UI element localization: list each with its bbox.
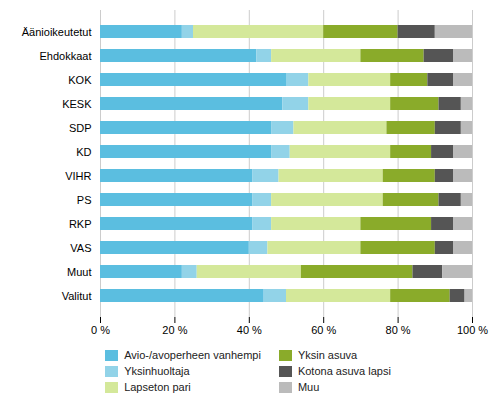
svg-text:100 %: 100 % bbox=[457, 324, 488, 336]
svg-text:KOK: KOK bbox=[68, 74, 92, 86]
svg-text:40 %: 40 % bbox=[237, 324, 262, 336]
svg-text:VIHR: VIHR bbox=[65, 170, 91, 182]
svg-text:Äänioikeutetut: Äänioikeutetut bbox=[22, 26, 92, 38]
svg-text:KD: KD bbox=[76, 146, 91, 158]
svg-text:PS: PS bbox=[77, 194, 92, 206]
html-text:Kotona asuva lapsi: Kotona asuva lapsi bbox=[297, 365, 391, 377]
svg-text:Valitut: Valitut bbox=[62, 290, 92, 302]
svg-text:RKP: RKP bbox=[69, 218, 92, 230]
svg-text:0 %: 0 % bbox=[91, 324, 110, 336]
svg-text:Muut: Muut bbox=[67, 266, 91, 278]
svg-text:Ehdokkaat: Ehdokkaat bbox=[40, 50, 92, 62]
svg-text:20 %: 20 % bbox=[162, 324, 187, 336]
html-text:Avio-/avoperheen vanhempi: Avio-/avoperheen vanhempi bbox=[124, 349, 261, 361]
html-text:Muu: Muu bbox=[297, 381, 320, 393]
svg-text:KESK: KESK bbox=[62, 98, 92, 110]
html-text:Yksin asuva: Yksin asuva bbox=[297, 349, 358, 361]
html-text:Lapseton pari: Lapseton pari bbox=[124, 381, 191, 393]
svg-text:60 %: 60 % bbox=[311, 324, 336, 336]
html-text:Yksinhuoltaja: Yksinhuoltaja bbox=[124, 365, 190, 377]
svg-text:80 %: 80 % bbox=[386, 324, 411, 336]
svg-text:VAS: VAS bbox=[70, 242, 91, 254]
svg-text:SDP: SDP bbox=[69, 122, 92, 134]
